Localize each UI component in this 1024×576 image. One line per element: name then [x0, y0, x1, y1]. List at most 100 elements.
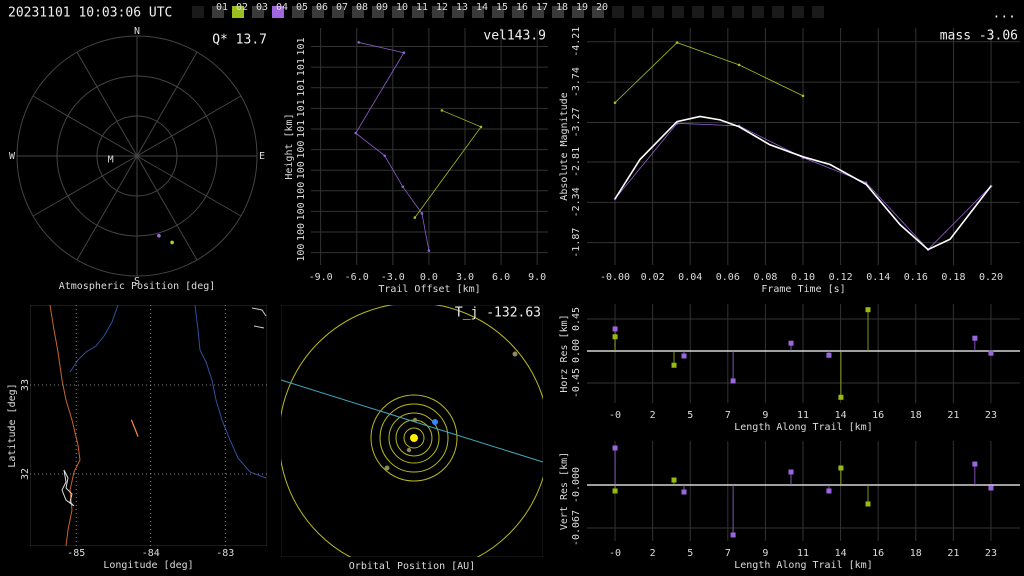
- planet: [384, 465, 390, 471]
- station-box[interactable]: [512, 6, 524, 18]
- coastline: [251, 307, 267, 329]
- station-box[interactable]: [252, 6, 264, 18]
- annotation: vel143.9: [483, 29, 546, 44]
- x-tick-label: 5: [687, 548, 693, 559]
- residual-marker: [730, 532, 736, 538]
- series-point: [613, 101, 617, 105]
- station-box[interactable]: [532, 6, 544, 18]
- station-label: 18: [556, 2, 568, 13]
- residual-marker: [681, 489, 687, 495]
- station-box: [672, 6, 684, 18]
- station-label: 12: [436, 2, 448, 13]
- menu-button[interactable]: ...: [993, 7, 1016, 22]
- y-tick-label: -3.74: [571, 67, 582, 97]
- station-box[interactable]: [572, 6, 584, 18]
- x-tick-label: 14: [835, 548, 847, 559]
- river: [194, 305, 267, 479]
- series-point: [413, 216, 417, 219]
- y-axis-label: Height [km]: [284, 113, 295, 179]
- x-axis-label: Length Along Trail [km]: [734, 422, 872, 433]
- y-tick-label: -0.067: [571, 510, 582, 546]
- orbit: [388, 412, 440, 464]
- station-box[interactable]: [592, 6, 604, 18]
- residual-marker: [671, 477, 677, 483]
- station-label: 20: [596, 2, 608, 13]
- x-tick-label: -9.0: [309, 272, 333, 283]
- station-box[interactable]: [432, 6, 444, 18]
- residual-marker: [612, 488, 618, 494]
- y-tick-label: 32: [20, 468, 31, 480]
- y-tick-label: 100: [296, 202, 307, 220]
- x-tick-label: -84: [142, 548, 160, 559]
- x-tick-label: 9: [762, 410, 768, 421]
- y-tick-label: 0.45: [571, 307, 582, 331]
- x-tick-label: 0.14: [866, 272, 890, 283]
- x-tick-label: 16: [872, 410, 884, 421]
- polar-spoke: [136, 155, 198, 261]
- station-box[interactable]: [312, 6, 324, 18]
- station-box: [752, 6, 764, 18]
- x-tick-label: 0.16: [904, 272, 928, 283]
- coastline: [49, 305, 81, 546]
- station-box[interactable]: [472, 6, 484, 18]
- station-box: [812, 6, 824, 18]
- orbit: [403, 427, 425, 449]
- station-box[interactable]: [272, 6, 284, 18]
- y-axis-label: Horz Res [km]: [559, 314, 570, 392]
- x-tick-label: 0.18: [941, 272, 965, 283]
- station-box[interactable]: [492, 6, 504, 18]
- station-box[interactable]: [212, 6, 224, 18]
- y-tick-label: 101: [296, 38, 307, 56]
- station-box[interactable]: [452, 6, 464, 18]
- station-label: 14: [476, 2, 488, 13]
- polar-spoke: [136, 155, 242, 217]
- compass-label: S: [134, 276, 140, 287]
- station-label: 01: [216, 2, 228, 13]
- y-tick-label: -3.27: [571, 107, 582, 137]
- residual-marker: [838, 465, 844, 471]
- station-box[interactable]: [372, 6, 384, 18]
- orbit-diagram: [281, 305, 543, 557]
- station-label: 06: [316, 2, 328, 13]
- station-box[interactable]: [392, 6, 404, 18]
- station-box: [712, 6, 724, 18]
- y-tick-label: -0.45: [571, 368, 582, 398]
- compass-label: E: [259, 151, 265, 162]
- x-tick-label: 5: [687, 410, 693, 421]
- station-box[interactable]: [352, 6, 364, 18]
- station-box[interactable]: [232, 6, 244, 18]
- timestamp: 20231101 10:03:06 UTC: [8, 6, 172, 21]
- series-point: [440, 109, 444, 112]
- series-point: [420, 212, 424, 215]
- x-axis-label: Length Along Trail [km]: [734, 560, 872, 571]
- x-tick-label: 21: [947, 548, 959, 559]
- series-point: [737, 63, 741, 67]
- x-tick-label: 21: [947, 410, 959, 421]
- marker-label: M: [108, 155, 114, 166]
- x-tick-label: 0.04: [678, 272, 702, 283]
- x-tick-label: 9: [762, 548, 768, 559]
- y-axis-label: Vert Res [km]: [559, 452, 570, 530]
- station-box[interactable]: [332, 6, 344, 18]
- x-tick-label: -0: [609, 410, 621, 421]
- meteoroid-orbit: [281, 379, 543, 463]
- y-tick-label: -2.34: [571, 187, 582, 217]
- station-label: 07: [336, 2, 348, 13]
- polar-spoke: [136, 95, 242, 157]
- series-point: [357, 41, 361, 44]
- compass-label: N: [134, 26, 140, 37]
- station-label: 11: [416, 2, 428, 13]
- station-box[interactable]: [412, 6, 424, 18]
- y-tick-label: 100: [296, 182, 307, 200]
- x-tick-label: 7: [725, 410, 731, 421]
- orbit: [379, 403, 449, 473]
- residual-marker: [865, 501, 871, 507]
- station-box[interactable]: [552, 6, 564, 18]
- station-box[interactable]: [292, 6, 304, 18]
- orbit: [370, 394, 458, 482]
- station-box: [192, 6, 204, 18]
- station-box: [612, 6, 624, 18]
- annotation: Q* 13.7: [212, 33, 267, 48]
- x-tick-label: 0.08: [753, 272, 777, 283]
